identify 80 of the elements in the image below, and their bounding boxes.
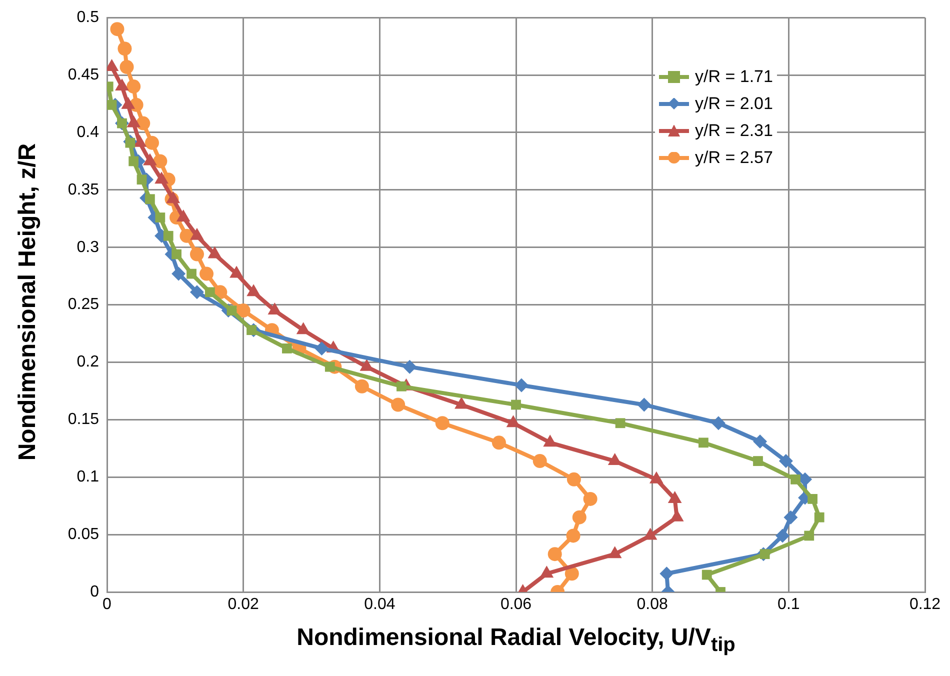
y-tick-label: 0.45 [68,66,100,84]
point [153,154,168,168]
point [172,249,182,260]
x-tick-label: 0.12 [909,596,941,614]
point [144,136,159,150]
legend-label: y/R = 1.71 [695,66,773,86]
y-tick-label: 0.05 [68,526,100,543]
y-tick-label: 0.1 [76,468,100,486]
point [566,528,580,543]
point [564,566,579,581]
y-tick-label: 0.35 [68,181,100,198]
x-tick-label: 0.06 [500,596,532,614]
point [572,510,586,524]
point [660,566,674,581]
point [514,378,528,392]
point [136,174,147,185]
point [314,341,329,356]
point [583,492,598,506]
point [711,416,726,430]
point [753,456,763,466]
point [566,472,581,486]
x-tick-label: 0.04 [364,596,396,614]
y-tick-label: 0.2 [76,354,100,371]
x-tick-label: 0 [102,596,112,614]
point [532,454,547,468]
point [637,398,652,412]
point [144,194,155,204]
point [120,60,134,74]
point [282,344,292,354]
point [204,287,215,298]
y-tick-label: 0 [90,583,100,600]
legend-label: y/R = 2.31 [695,120,773,140]
point [702,570,712,580]
point [615,418,626,428]
y-tick-label: 0.25 [68,296,100,314]
point [776,528,790,543]
point [511,400,521,410]
point [125,138,136,148]
point [753,434,768,449]
x-axis-title: Nondimensional Radial Velocity, U/V$_{tip}$ [296,624,736,657]
legend-label: y/R = 2.57 [695,148,773,168]
legend-label: y/R = 2.01 [695,94,773,114]
point [186,268,196,279]
point [354,379,369,394]
point [324,362,335,372]
point [226,306,237,316]
point [118,42,132,56]
point [492,436,506,450]
point [190,285,204,300]
point [698,438,708,448]
point [804,530,814,541]
point [190,247,204,262]
x-tick-label: 0.02 [228,596,260,614]
point [778,454,793,468]
point [784,510,798,524]
point [126,80,141,94]
y-tick-label: 0.15 [68,411,100,428]
point [163,230,174,241]
point [808,494,818,504]
point [236,304,250,318]
point [548,547,562,562]
point [790,474,800,484]
point [402,360,417,374]
point [107,100,117,110]
point [435,416,450,430]
y-tick-label: 0.4 [76,124,100,141]
point [172,266,186,281]
x-tick-label: 0.08 [636,596,668,614]
point [128,156,139,166]
point [391,398,406,412]
x-tick-label: 0.1 [778,596,800,614]
point [110,22,124,36]
y-tick-label: 0.5 [76,9,100,26]
point [396,381,406,392]
point [798,472,812,486]
y-axis-title: Nondimensional Height, z/R [14,143,42,461]
point [200,266,214,281]
point [155,212,166,222]
y-tick-label: 0.3 [76,238,100,256]
point [814,512,824,522]
